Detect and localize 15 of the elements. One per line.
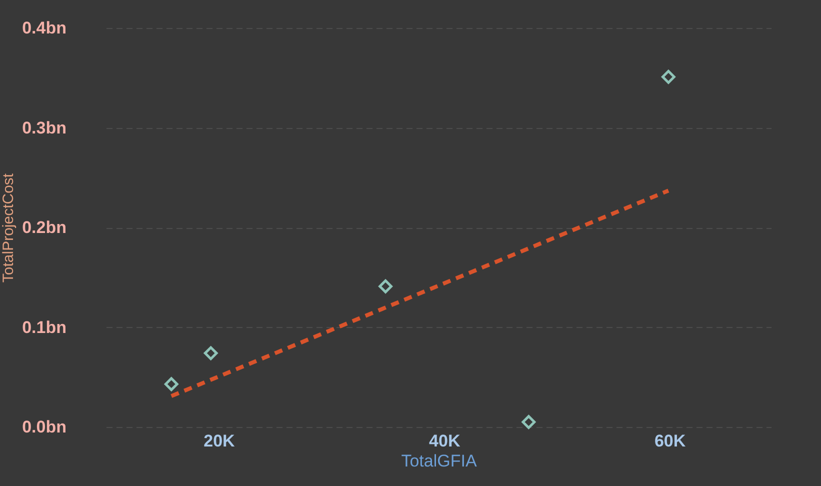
- point: [378, 279, 392, 294]
- y-tick-label: 0.2bn: [22, 218, 66, 237]
- y-tick-label: 0.1bn: [22, 318, 66, 337]
- y-axis-title: TotalProjectCost: [0, 172, 18, 283]
- point: [661, 70, 676, 84]
- point: [522, 415, 536, 429]
- x-axis-title: TotalGFIA: [401, 452, 478, 470]
- y-tick-label: 0.4bn: [22, 18, 66, 38]
- y-tick-label: 0.3bn: [22, 118, 66, 138]
- x-tick-label: 60K: [654, 432, 686, 450]
- y-tick-label: 0.0bn: [22, 418, 66, 436]
- point: [164, 377, 178, 392]
- x-tick-label: 40K: [429, 432, 461, 450]
- point: [204, 346, 218, 360]
- x-tick-label: 20K: [204, 432, 236, 450]
